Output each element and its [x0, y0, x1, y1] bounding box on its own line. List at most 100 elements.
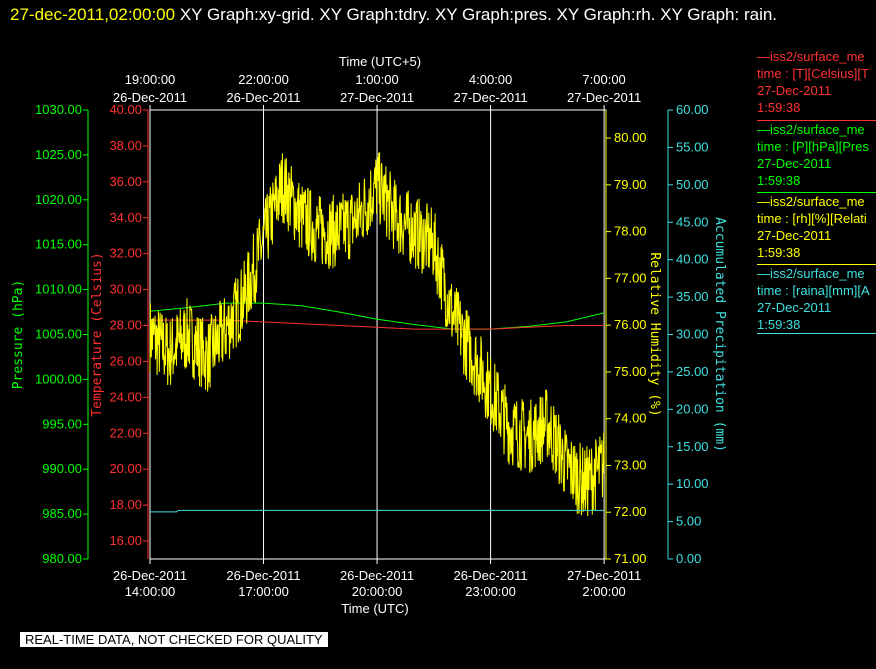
y-tick-label-pres: 980.00 — [42, 551, 82, 566]
y-axis-label-rh: Relative Humidity (%) — [647, 252, 662, 416]
title-graphs: XY Graph:xy-grid. XY Graph:tdry. XY Grap… — [179, 5, 778, 24]
legend-entry-precipitation: —iss2/surface_me time : [raina][mm][A 27… — [757, 264, 876, 334]
legend-series-desc: time : [T][Celsius][T — [757, 66, 869, 81]
y-tick-label-rain: 40.00 — [676, 252, 709, 267]
y-tick-label-temp: 40.00 — [109, 102, 142, 117]
quality-disclaimer: REAL-TIME DATA, NOT CHECKED FOR QUALITY — [20, 632, 328, 647]
x-top-tick-label-time: 4:00:00 — [469, 72, 512, 87]
series-line-rain — [150, 509, 605, 513]
y-tick-label-rain: 35.00 — [676, 289, 709, 304]
y-tick-label-temp: 28.00 — [109, 318, 142, 333]
y-tick-label-pres: 990.00 — [42, 461, 82, 476]
x-top-tick-label-date: 27-Dec-2011 — [453, 90, 527, 105]
y-tick-label-rain: 30.00 — [676, 327, 709, 342]
y-tick-label-pres: 1030.00 — [35, 102, 82, 117]
y-tick-label-temp: 24.00 — [109, 389, 142, 404]
legend-entry-humidity: —iss2/surface_me time : [rh][%][Relati 2… — [757, 192, 876, 261]
legend-entry-pressure: —iss2/surface_me time : [P][hPa][Pres 27… — [757, 120, 876, 189]
y-tick-label-rh: 79.00 — [614, 177, 647, 192]
y-tick-label-pres: 1015.00 — [35, 237, 82, 252]
legend-series-date: 27-Dec-2011 — [757, 156, 832, 171]
y-tick-label-rh: 76.00 — [614, 317, 647, 332]
x-tick-label-time: 23:00:00 — [465, 584, 516, 599]
y-tick-label-rain: 50.00 — [676, 177, 709, 192]
legend-series-time: 1:59:38 — [757, 317, 801, 332]
y-tick-label-rh: 75.00 — [614, 364, 647, 379]
x-tick-label-time: 17:00:00 — [238, 584, 289, 599]
legend-entry-temperature: —iss2/surface_me time : [T][Celsius][T 2… — [757, 48, 876, 116]
legend-series-name: —iss2/surface_me — [757, 194, 865, 209]
y-tick-label-pres: 1010.00 — [35, 282, 82, 297]
series-line-rh — [149, 152, 605, 517]
y-tick-label-temp: 16.00 — [109, 533, 142, 548]
x-axis-label-bottom: Time (UTC) — [341, 601, 408, 616]
x-tick-label-date: 26-Dec-2011 — [113, 568, 187, 583]
x-top-tick-label-time: 7:00:00 — [582, 72, 625, 87]
y-tick-label-pres: 985.00 — [42, 506, 82, 521]
y-tick-label-temp: 38.00 — [109, 138, 142, 153]
y-tick-label-temp: 26.00 — [109, 353, 142, 368]
y-tick-label-temp: 20.00 — [109, 461, 142, 476]
y-tick-label-rh: 78.00 — [614, 224, 647, 239]
legend-series-name: —iss2/surface_me — [757, 122, 865, 137]
y-tick-label-rh: 71.00 — [614, 551, 647, 566]
y-tick-label-pres: 1020.00 — [35, 192, 82, 207]
x-top-tick-label-date: 27-Dec-2011 — [340, 90, 414, 105]
x-tick-label-date: 26-Dec-2011 — [226, 568, 300, 583]
legend-series-date: 27-Dec-2011 — [757, 83, 832, 98]
x-tick-label-time: 14:00:00 — [125, 584, 176, 599]
y-tick-label-rain: 60.00 — [676, 102, 709, 117]
legend-series-desc: time : [raina][mm][A — [757, 283, 870, 298]
x-tick-label-date: 26-Dec-2011 — [340, 568, 414, 583]
legend-series-time: 1:59:38 — [757, 100, 801, 115]
y-tick-label-temp: 32.00 — [109, 246, 142, 261]
y-tick-label-rh: 74.00 — [614, 411, 647, 426]
y-tick-label-temp: 34.00 — [109, 210, 142, 225]
y-tick-label-pres: 995.00 — [42, 416, 82, 431]
y-tick-label-rh: 80.00 — [614, 130, 647, 145]
y-tick-label-rain: 15.00 — [676, 439, 709, 454]
legend-series-time: 1:59:38 — [757, 173, 801, 188]
x-tick-label-time: 20:00:00 — [352, 584, 403, 599]
y-tick-label-pres: 1000.00 — [35, 371, 82, 386]
x-tick-label-date: 27-Dec-2011 — [567, 568, 641, 583]
x-top-tick-label-date: 27-Dec-2011 — [567, 90, 641, 105]
series-line-pres — [149, 302, 605, 330]
y-tick-label-rain: 45.00 — [676, 214, 709, 229]
y-tick-label-temp: 18.00 — [109, 497, 142, 512]
legend-series-name: —iss2/surface_me — [757, 49, 865, 64]
y-tick-label-rain: 20.00 — [676, 401, 709, 416]
y-tick-label-rh: 77.00 — [614, 270, 647, 285]
x-top-tick-label-time: 1:00:00 — [355, 72, 398, 87]
y-tick-label-rain: 10.00 — [676, 476, 709, 491]
y-tick-label-pres: 1025.00 — [35, 147, 82, 162]
y-tick-label-rh: 73.00 — [614, 457, 647, 472]
y-tick-label-rh: 72.00 — [614, 504, 647, 519]
x-top-tick-label-date: 26-Dec-2011 — [113, 90, 187, 105]
y-axis-label-temp: Temperature (Celsius) — [90, 252, 105, 416]
y-tick-label-rain: 55.00 — [676, 139, 709, 154]
y-tick-label-temp: 36.00 — [109, 174, 142, 189]
y-tick-label-rain: 5.00 — [676, 514, 701, 529]
x-axis-label-top: Time (UTC+5) — [339, 54, 421, 69]
legend-series-name: —iss2/surface_me — [757, 266, 865, 281]
legend-series-time: 1:59:38 — [757, 245, 801, 260]
legend-series-date: 27-Dec-2011 — [757, 228, 832, 243]
y-tick-label-rain: 25.00 — [676, 364, 709, 379]
series-line-temp — [150, 319, 605, 330]
y-axis-label-rain: Accumulated Precipitation (mm) — [712, 217, 727, 452]
legend-series-desc: time : [P][hPa][Pres — [757, 139, 869, 154]
y-tick-label-rain: 0.00 — [676, 551, 701, 566]
legend-series-date: 27-Dec-2011 — [757, 300, 832, 315]
y-tick-label-pres: 1005.00 — [35, 327, 82, 342]
y-tick-label-temp: 30.00 — [109, 282, 142, 297]
x-top-tick-label-time: 22:00:00 — [238, 72, 289, 87]
y-tick-label-temp: 22.00 — [109, 425, 142, 440]
x-tick-label-time: 2:00:00 — [582, 584, 625, 599]
y-axis-label-pres: Pressure (hPa) — [11, 280, 26, 390]
window-title: 27-dec-2011,02:00:00 XY Graph:xy-grid. X… — [10, 2, 870, 28]
legend-series-desc: time : [rh][%][Relati — [757, 211, 867, 226]
x-top-tick-label-date: 26-Dec-2011 — [226, 90, 300, 105]
x-tick-label-date: 26-Dec-2011 — [453, 568, 527, 583]
